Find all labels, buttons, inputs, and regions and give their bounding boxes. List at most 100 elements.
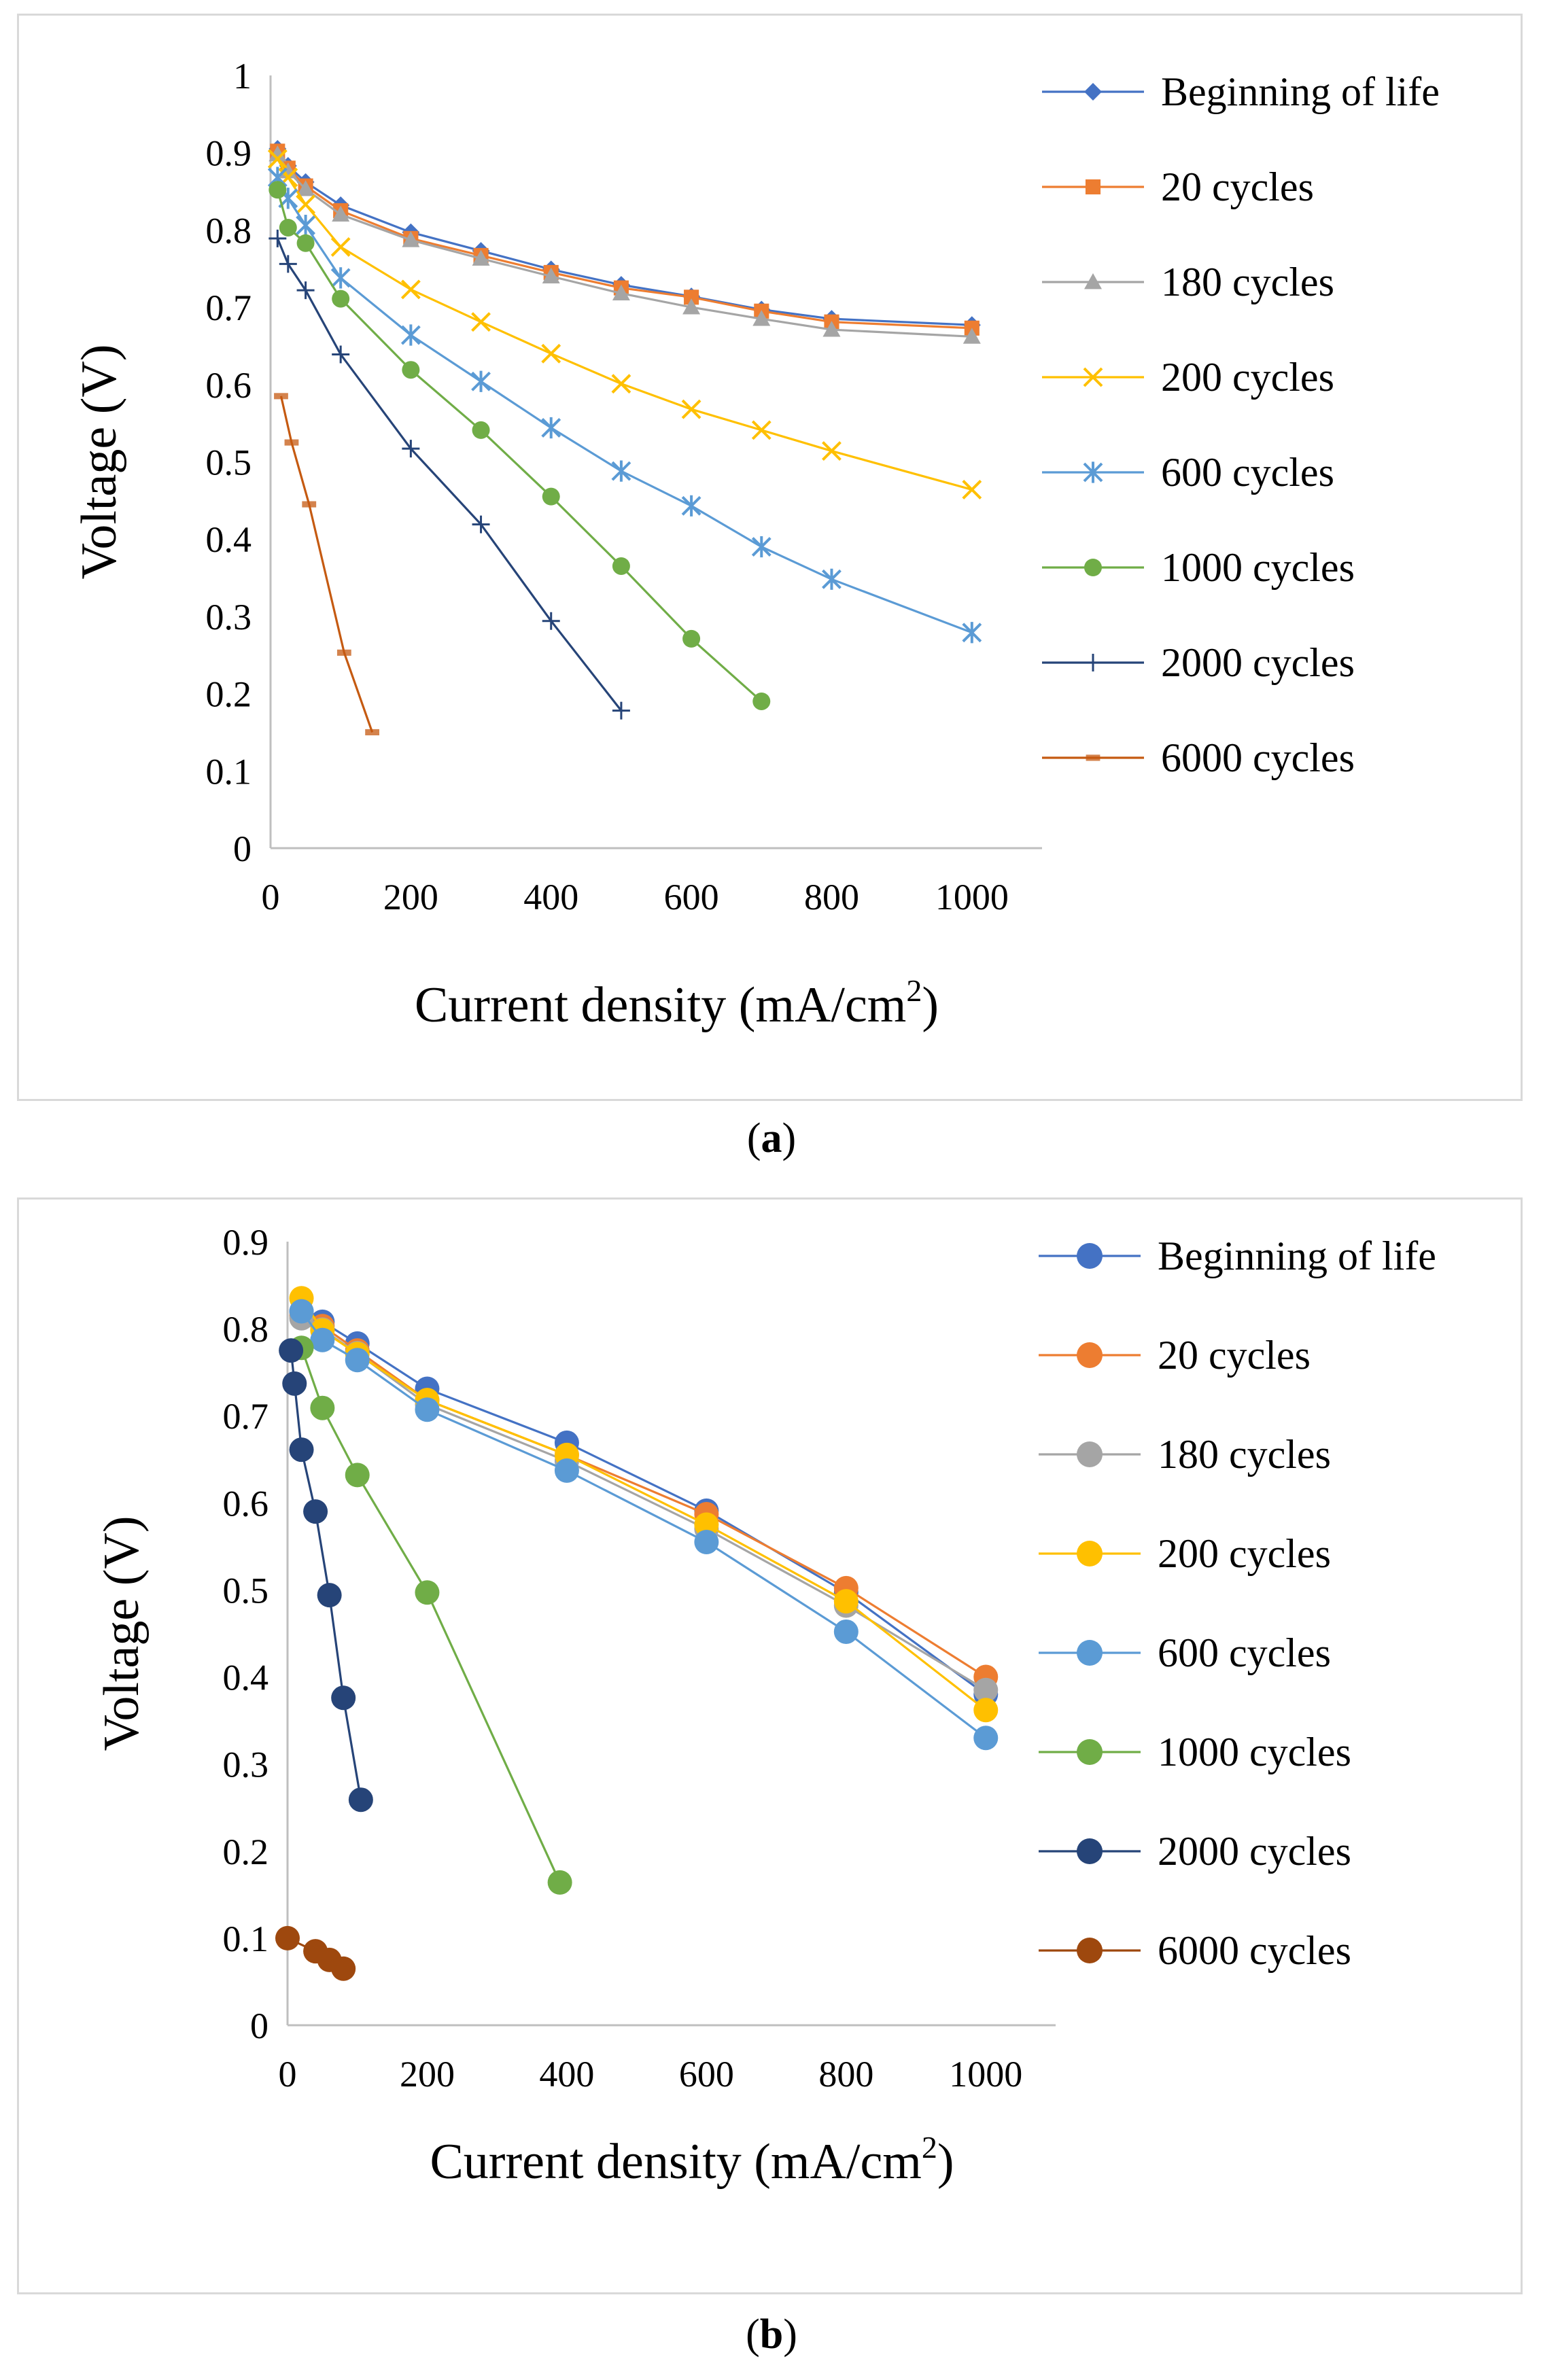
data-point xyxy=(612,284,630,301)
x-tick-label: 200 xyxy=(383,877,438,917)
series-line xyxy=(300,1314,987,1678)
caption-b: (b) xyxy=(746,2311,797,2358)
y-tick-label: 0.6 xyxy=(223,1483,269,1524)
series-line xyxy=(300,1310,987,1739)
legend-item-beginning-of-life: Beginning of life xyxy=(1042,69,1440,114)
legend-item-200-cycles: 200 cycles xyxy=(1039,1531,1331,1576)
y-tick-label: 0.9 xyxy=(206,133,252,174)
legend-item-200-cycles: 200 cycles xyxy=(1042,355,1334,400)
data-point xyxy=(331,1685,356,1711)
series-line xyxy=(300,1297,987,1711)
data-point xyxy=(751,536,772,558)
chart-b: 0 0.1 0.2 0.3 0.4 0.5 0.6 0.7 0.8 0.9 0 200 400 600 80… xyxy=(94,1222,1436,2190)
data-point xyxy=(336,649,351,656)
y-tick-label: 1 xyxy=(233,56,252,97)
caption-b-label: b xyxy=(759,2311,784,2358)
legend-item-6000-cycles: 6000 cycles xyxy=(1042,735,1355,780)
series-line xyxy=(300,1347,561,1883)
data-point xyxy=(402,361,420,379)
data-point xyxy=(611,374,631,394)
legend-marker xyxy=(1083,367,1103,387)
data-point xyxy=(963,328,981,344)
data-point xyxy=(296,214,316,237)
y-tick-label: 0 xyxy=(250,2006,268,2046)
data-point xyxy=(303,1499,328,1524)
data-point xyxy=(472,421,490,439)
data-point xyxy=(268,229,287,247)
legend-item-2000-cycles: 2000 cycles xyxy=(1039,1829,1351,1874)
data-point xyxy=(472,249,490,266)
data-point xyxy=(331,1956,356,1981)
x-tick-label: 400 xyxy=(539,2054,594,2095)
data-point xyxy=(348,1787,373,1813)
data-point xyxy=(275,1925,300,1950)
data-point xyxy=(973,1726,999,1751)
x-tick-label: 0 xyxy=(279,2054,297,2095)
legend-item-1000-cycles: 1000 cycles xyxy=(1042,545,1355,590)
data-point xyxy=(415,1397,440,1422)
data-point xyxy=(402,440,420,458)
data-point xyxy=(332,205,350,222)
data-point xyxy=(962,480,982,500)
legend-label: 2000 cycles xyxy=(1158,1829,1351,1874)
data-point xyxy=(752,692,771,710)
series-600-cycles xyxy=(267,167,982,644)
legend-marker xyxy=(1084,654,1102,671)
data-point xyxy=(302,501,317,508)
legend-marker xyxy=(1084,83,1102,101)
data-point xyxy=(289,1437,314,1463)
data-point xyxy=(400,324,421,346)
data-point xyxy=(296,281,315,300)
data-point xyxy=(289,1299,314,1324)
legend-label: 2000 cycles xyxy=(1161,640,1355,685)
data-point xyxy=(365,729,380,735)
series-line xyxy=(276,150,972,330)
series-600-cycles xyxy=(289,1299,999,1751)
series-1000-cycles xyxy=(268,181,771,710)
data-point xyxy=(833,1619,859,1644)
legend-marker xyxy=(1083,461,1103,483)
data-point xyxy=(681,495,701,517)
y-tick-label: 0.6 xyxy=(206,365,252,406)
legend-marker xyxy=(1077,1739,1103,1765)
series-2000-cycles xyxy=(268,229,630,720)
data-point xyxy=(332,290,350,308)
data-point xyxy=(752,310,771,326)
legend-marker xyxy=(1077,1342,1103,1368)
data-point xyxy=(296,234,315,252)
data-point xyxy=(471,312,491,332)
y-axis-title: Voltage (V) xyxy=(71,345,127,580)
legend-label: 6000 cycles xyxy=(1158,1928,1351,1973)
caption-a-label: a xyxy=(761,1115,782,1161)
data-point xyxy=(330,267,351,289)
data-point xyxy=(542,612,560,630)
y-tick-label: 0.9 xyxy=(223,1222,269,1263)
data-point xyxy=(612,701,630,720)
legend-item-6000-cycles: 6000 cycles xyxy=(1039,1928,1351,1973)
legend-item-1000-cycles: 1000 cycles xyxy=(1039,1730,1351,1774)
legend-item-180-cycles: 180 cycles xyxy=(1039,1432,1331,1477)
legend-marker xyxy=(1077,1938,1103,1963)
data-point xyxy=(962,622,982,644)
data-point xyxy=(822,441,842,461)
data-point xyxy=(542,267,560,284)
legend-item-2000-cycles: 2000 cycles xyxy=(1042,640,1355,685)
x-tick-label: 200 xyxy=(400,2054,455,2095)
data-point xyxy=(345,1348,370,1373)
legend-item-180-cycles: 180 cycles xyxy=(1042,260,1334,304)
data-point xyxy=(279,218,297,237)
caption-a: (a) xyxy=(746,1115,797,1161)
data-point xyxy=(268,145,287,162)
data-point xyxy=(310,1395,335,1420)
legend-label: 1000 cycles xyxy=(1161,545,1355,590)
legend-label: 20 cycles xyxy=(1161,164,1314,209)
y-tick-label: 0.8 xyxy=(223,1309,269,1350)
legend-marker xyxy=(1086,754,1100,761)
legend-label: 180 cycles xyxy=(1161,260,1334,304)
y-tick-label: 0.4 xyxy=(206,519,252,560)
data-point xyxy=(317,1583,342,1608)
series-200-cycles xyxy=(289,1286,999,1723)
legend-marker xyxy=(1077,1243,1103,1269)
series-6000-cycles xyxy=(274,393,380,735)
x-tick-label: 0 xyxy=(262,877,280,917)
